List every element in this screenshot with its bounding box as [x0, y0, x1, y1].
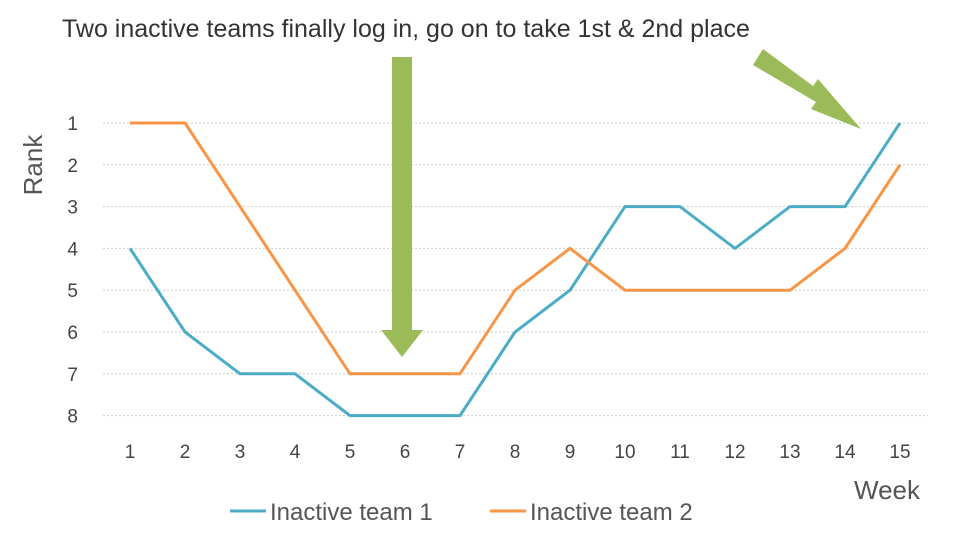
- x-tick-label: 14: [834, 442, 856, 463]
- x-tick-label: 2: [180, 442, 191, 463]
- x-tick-label: 1: [125, 442, 136, 463]
- x-tick-label: 12: [724, 442, 745, 463]
- x-tick-label: 9: [565, 442, 576, 463]
- y-tick-label: 2: [67, 156, 78, 177]
- diagonal-arrow: [753, 49, 861, 129]
- y-tick-label: 4: [67, 239, 78, 260]
- legend-label-2: Inactive team 2: [530, 499, 693, 526]
- x-axis-ticks: 1 2 3 4 5 6 7 8 9 10 11 12 13 14 15: [125, 442, 911, 463]
- x-tick-label: 11: [670, 442, 690, 463]
- x-tick-label: 15: [889, 442, 910, 463]
- chart-title: Two inactive teams finally log in, go on…: [62, 15, 750, 43]
- y-tick-label: 5: [67, 281, 78, 302]
- gridlines: [103, 122, 928, 417]
- x-tick-label: 4: [290, 442, 301, 463]
- down-arrow: [381, 57, 423, 357]
- y-tick-label: 1: [67, 114, 78, 135]
- y-tick-label: 3: [67, 198, 78, 219]
- x-tick-label: 10: [614, 442, 635, 463]
- x-tick-label: 5: [345, 442, 356, 463]
- y-tick-label: 6: [67, 323, 78, 344]
- x-tick-label: 3: [235, 442, 246, 463]
- y-axis-title: Rank: [18, 134, 48, 196]
- x-tick-label: 7: [455, 442, 466, 463]
- x-axis-title: Week: [854, 475, 921, 505]
- series-lines: [128, 121, 902, 418]
- legend-label-1: Inactive team 1: [270, 499, 433, 526]
- y-tick-label: 8: [67, 407, 78, 428]
- series-line-2: [130, 121, 902, 376]
- legend: Inactive team 1 Inactive team 2: [230, 499, 693, 526]
- annotation-arrows: [381, 49, 861, 357]
- y-tick-label: 7: [67, 365, 78, 386]
- x-tick-label: 6: [400, 442, 411, 463]
- series-line-1: [128, 122, 902, 418]
- x-tick-label: 13: [779, 442, 800, 463]
- y-axis-ticks: 1 2 3 4 5 6 7 8: [67, 114, 78, 428]
- x-tick-label: 8: [510, 442, 521, 463]
